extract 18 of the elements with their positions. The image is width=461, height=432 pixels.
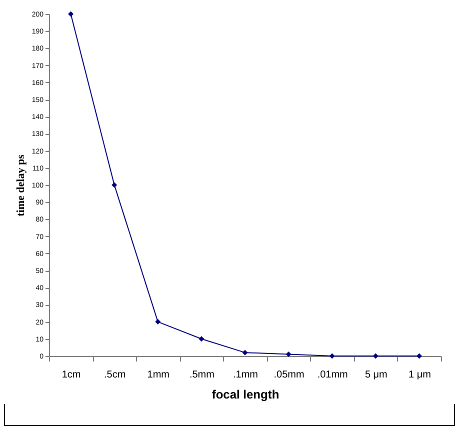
x-tick-label: .5cm xyxy=(104,370,126,380)
x-axis-title: focal length xyxy=(212,388,280,402)
point xyxy=(242,350,248,356)
point xyxy=(112,182,118,188)
x-tick-label: .01mm xyxy=(317,370,348,380)
point xyxy=(155,319,161,325)
x-tick-label: .1mm xyxy=(233,370,258,380)
point xyxy=(286,352,292,358)
point xyxy=(198,336,204,342)
x-tick-label: .05mm xyxy=(274,370,304,380)
y-axis-title: time delay ps xyxy=(14,154,27,216)
x-tick-label: 1 μm xyxy=(408,370,431,380)
point xyxy=(329,353,335,359)
x-tick-label: .5mm xyxy=(189,370,214,380)
point xyxy=(68,11,74,17)
x-tick-label: 1mm xyxy=(147,370,170,380)
x-tick-label: 1cm xyxy=(62,370,81,380)
x-tick-label: 5 μm xyxy=(364,370,388,380)
